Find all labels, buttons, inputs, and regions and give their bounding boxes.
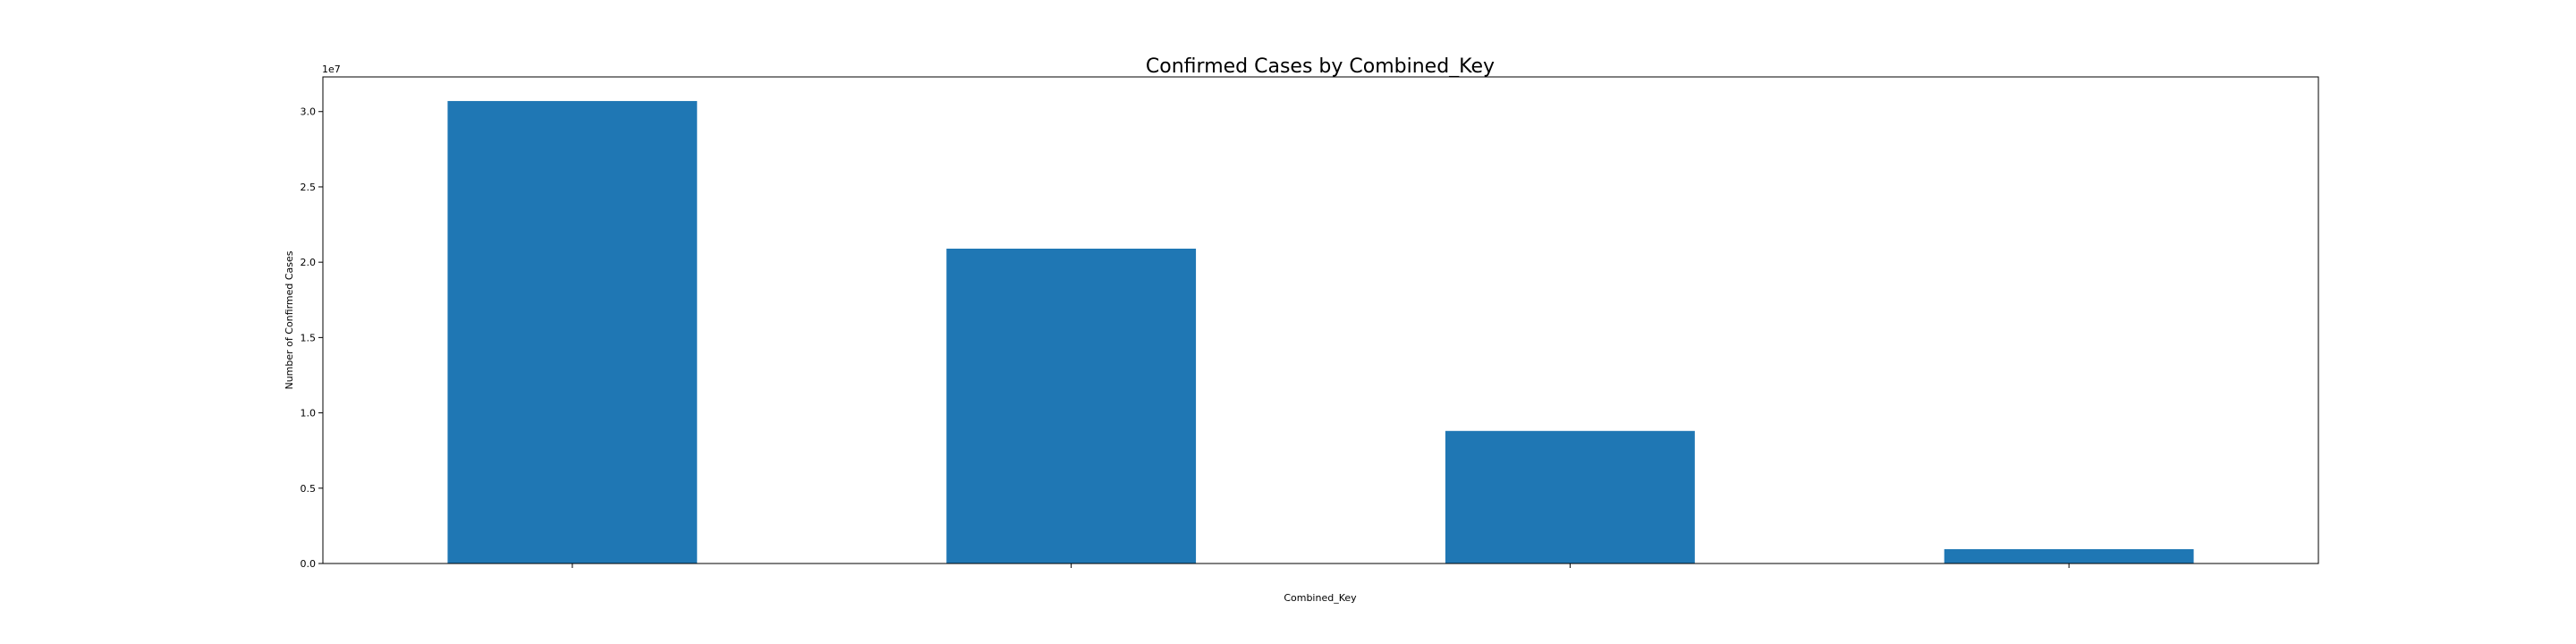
- chart-title: Confirmed Cases by Combined_Key: [1146, 55, 1495, 78]
- bar-3: [1445, 430, 1695, 564]
- y-tick-label-3: 1.5: [301, 332, 317, 343]
- x-axis: [572, 564, 2070, 568]
- bars-layer: [447, 100, 2194, 564]
- y-axis-label: Number of Confirmed Cases: [284, 250, 295, 389]
- bar-2: [946, 249, 1197, 564]
- y-tick-label-1: 0.5: [301, 483, 317, 495]
- y-tick-label-6: 3.0: [301, 106, 317, 118]
- x-axis-label: Combined_Key: [1284, 592, 1357, 604]
- y-tick-label-5: 2.5: [301, 182, 317, 193]
- bar-1: [447, 100, 698, 564]
- bar-4: [1944, 549, 2194, 564]
- y-axis-offset-label: 1e7: [322, 64, 341, 75]
- plot-area-frame: [322, 76, 2319, 564]
- y-tick-label-0: 0.0: [301, 558, 317, 570]
- y-tick-label-4: 2.0: [301, 257, 317, 268]
- y-axis: 0.0 0.5 1.0 1.5 2.0 2.5 3.0: [301, 106, 323, 570]
- y-tick-label-2: 1.0: [301, 408, 317, 419]
